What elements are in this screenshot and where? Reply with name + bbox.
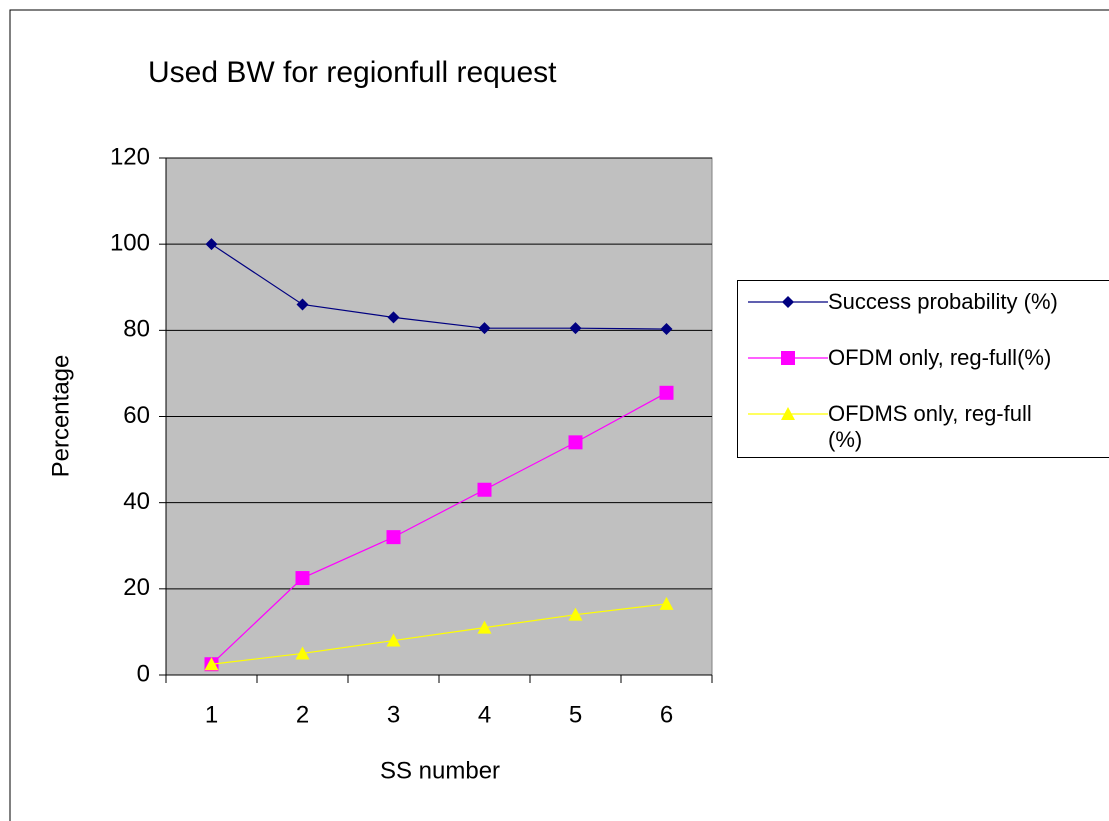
marker bbox=[295, 571, 310, 586]
legend-key bbox=[748, 407, 828, 420]
marker bbox=[569, 322, 582, 335]
legend-marker bbox=[781, 351, 795, 365]
legend-label: Success probability (%) bbox=[828, 289, 1058, 314]
marker bbox=[568, 607, 583, 621]
x-axis-label: SS number bbox=[380, 757, 500, 784]
legend-label: OFDM only, reg-full(%) bbox=[828, 345, 1052, 370]
marker bbox=[296, 298, 309, 311]
marker bbox=[386, 633, 401, 647]
marker bbox=[387, 311, 400, 324]
marker bbox=[568, 435, 583, 450]
marker bbox=[478, 322, 491, 335]
legend-marker bbox=[781, 407, 795, 420]
marker bbox=[295, 646, 310, 660]
x-tick-label: 2 bbox=[296, 701, 309, 728]
x-tick-label: 5 bbox=[569, 701, 582, 728]
marker bbox=[204, 657, 219, 671]
marker bbox=[386, 530, 401, 545]
series-line bbox=[211, 243, 667, 330]
series-line bbox=[211, 603, 667, 665]
chart-title: Used BW for regionfull request bbox=[148, 56, 557, 89]
legend-key bbox=[748, 351, 828, 365]
legend-entry: Success probability (%) bbox=[748, 289, 1068, 315]
y-axis-label: Percentage bbox=[47, 355, 74, 478]
series-line bbox=[211, 392, 667, 665]
marker bbox=[659, 385, 674, 400]
marker bbox=[659, 596, 674, 610]
marker bbox=[477, 482, 492, 497]
x-tick-label: 6 bbox=[660, 701, 673, 728]
x-tick-label: 3 bbox=[387, 701, 400, 728]
legend-entry: OFDMS only, reg-full (%) bbox=[748, 401, 1068, 453]
x-tick-label: 1 bbox=[205, 701, 218, 728]
legend: Success probability (%) OFDM only, reg-fu… bbox=[737, 280, 1109, 458]
legend-entry: OFDM only, reg-full(%) bbox=[748, 345, 1068, 371]
y-tick-label: 40 bbox=[123, 488, 150, 515]
y-tick-label: 80 bbox=[123, 316, 150, 343]
legend-marker bbox=[782, 296, 794, 308]
x-tick-label: 4 bbox=[478, 701, 491, 728]
marker bbox=[660, 323, 673, 336]
y-tick-label: 60 bbox=[123, 402, 150, 429]
marker bbox=[477, 620, 492, 634]
legend-label: OFDMS only, reg-full (%) bbox=[828, 401, 1032, 452]
y-tick-label: 100 bbox=[110, 230, 150, 257]
y-tick-label: 0 bbox=[137, 660, 150, 687]
y-tick-label: 20 bbox=[123, 574, 150, 601]
legend-key bbox=[748, 296, 828, 308]
marker bbox=[205, 238, 218, 251]
y-tick-label: 120 bbox=[110, 143, 150, 170]
